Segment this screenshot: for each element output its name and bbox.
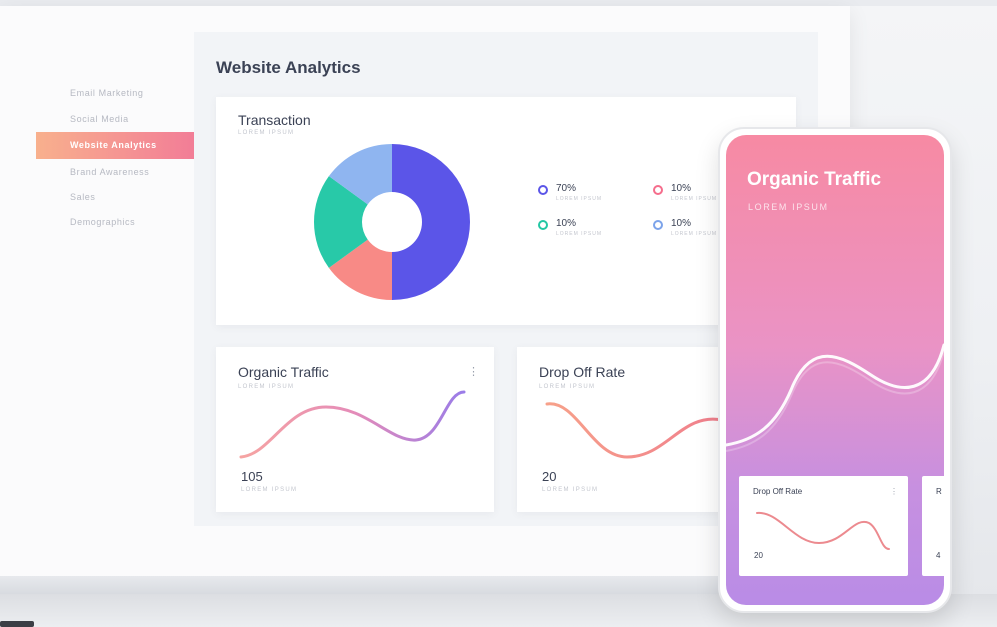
- phone-traffic-line: [726, 343, 944, 447]
- legend-item: 10% LOREM IPSUM: [653, 218, 763, 242]
- sidebar-nav: Email Marketing Social Media Website Ana…: [36, 80, 200, 235]
- legend-value: 10%: [671, 218, 692, 229]
- drop-off-rate-subtitle: LOREM IPSUM: [539, 384, 596, 390]
- drop-off-rate-line: [545, 402, 724, 459]
- legend-sub: LOREM IPSUM: [671, 231, 718, 237]
- drop-off-rate-card: Drop Off Rate LOREM IPSUM 20 LOREM IPSUM: [517, 347, 757, 512]
- corner-mark: [0, 621, 34, 627]
- drop-off-rate-number: 20: [542, 469, 557, 484]
- legend-value: 10%: [671, 183, 692, 194]
- legend-ring-icon: [653, 185, 663, 195]
- donut-slice-2: [328, 239, 392, 300]
- organic-traffic-line: [239, 390, 466, 459]
- sidebar-item-email-marketing[interactable]: Email Marketing: [70, 88, 144, 98]
- transaction-subtitle: LOREM IPSUM: [238, 130, 295, 136]
- organic-traffic-card: Organic Traffic LOREM IPSUM ⋮ 105 LOREM …: [216, 347, 494, 512]
- phone-subtitle: LOREM IPSUM: [748, 202, 829, 212]
- phone-drop-off-line: [756, 511, 890, 550]
- legend-value: 10%: [556, 218, 577, 229]
- sidebar-item-website-analytics[interactable]: Website Analytics: [36, 132, 200, 159]
- phone-second-card-number: 4: [936, 551, 941, 560]
- legend-sub: LOREM IPSUM: [556, 196, 603, 202]
- phone-drop-off-card[interactable]: Drop Off Rate ⋮ 20: [739, 476, 908, 576]
- phone-second-card-title: R: [936, 487, 942, 496]
- legend-item: 10% LOREM IPSUM: [538, 218, 648, 242]
- more-options-icon[interactable]: ⋮: [890, 487, 898, 496]
- legend-sub: LOREM IPSUM: [671, 196, 718, 202]
- donut-slice-3: [314, 176, 368, 268]
- organic-traffic-subtitle: LOREM IPSUM: [238, 384, 295, 390]
- phone-mockup: Organic Traffic LOREM IPSUM Drop Off Rat…: [718, 127, 952, 613]
- organic-traffic-line-chart: [239, 390, 466, 459]
- transaction-title: Transaction: [238, 112, 311, 128]
- page-title: Website Analytics: [216, 58, 361, 77]
- legend-value: 70%: [556, 183, 577, 194]
- drop-off-rate-title: Drop Off Rate: [539, 364, 626, 380]
- phone-second-card[interactable]: R 4: [922, 476, 944, 576]
- legend-ring-icon: [538, 185, 548, 195]
- phone-screen: Organic Traffic LOREM IPSUM Drop Off Rat…: [726, 135, 944, 605]
- drop-off-rate-line-chart: [545, 402, 724, 459]
- phone-drop-off-line-chart: [756, 511, 890, 550]
- legend-item: 10% LOREM IPSUM: [653, 183, 763, 207]
- organic-traffic-number: 105: [241, 469, 263, 484]
- phone-drop-off-title: Drop Off Rate: [753, 487, 803, 496]
- transaction-donut-chart: [314, 144, 470, 300]
- sidebar-item-demographics[interactable]: Demographics: [70, 217, 136, 227]
- organic-traffic-title: Organic Traffic: [238, 364, 329, 380]
- more-options-icon[interactable]: ⋮: [468, 366, 479, 378]
- legend-ring-icon: [653, 220, 663, 230]
- legend-item: 70% LOREM IPSUM: [538, 183, 648, 207]
- phone-drop-off-number: 20: [754, 551, 763, 560]
- phone-traffic-line-shadow: [726, 350, 944, 452]
- transaction-card: Transaction LOREM IPSUM 70% LOREM IPSUM …: [216, 97, 796, 325]
- sidebar-item-social-media[interactable]: Social Media: [70, 114, 129, 124]
- top-border: [0, 0, 997, 6]
- monitor-base: [0, 576, 860, 594]
- organic-traffic-number-sub: LOREM IPSUM: [241, 487, 298, 493]
- donut-slice-4: [328, 144, 392, 205]
- legend-ring-icon: [538, 220, 548, 230]
- drop-off-rate-number-sub: LOREM IPSUM: [542, 487, 599, 493]
- phone-line-chart: [726, 343, 944, 452]
- donut-slice-1: [392, 144, 470, 300]
- sidebar-item-sales[interactable]: Sales: [70, 192, 96, 202]
- sidebar-item-brand-awareness[interactable]: Brand Awareness: [70, 167, 150, 177]
- phone-title: Organic Traffic: [747, 169, 882, 190]
- legend-sub: LOREM IPSUM: [556, 231, 603, 237]
